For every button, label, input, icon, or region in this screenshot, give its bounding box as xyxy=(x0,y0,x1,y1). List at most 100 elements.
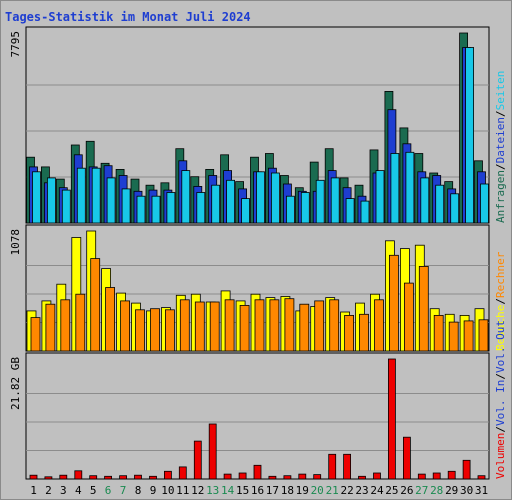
bar xyxy=(328,453,337,480)
bar xyxy=(74,470,83,480)
x-tick-label: 27 xyxy=(415,484,428,497)
x-tick-label: 30 xyxy=(460,484,473,497)
bar xyxy=(417,473,426,480)
bar xyxy=(373,472,381,480)
bar xyxy=(194,301,205,352)
legend-separator: / xyxy=(494,298,507,305)
y-max-label: 7795 xyxy=(9,31,22,58)
bar xyxy=(360,200,370,224)
bar xyxy=(163,470,172,480)
bar xyxy=(239,304,250,352)
bar xyxy=(149,475,157,480)
bar xyxy=(241,198,251,224)
panel-volume: 21.82 GB Volumen/Vol. In/Vol. Out xyxy=(9,320,507,480)
x-tick-label: 4 xyxy=(75,484,82,497)
bar xyxy=(359,313,369,352)
bar xyxy=(345,198,355,224)
bar xyxy=(29,474,38,480)
bar xyxy=(403,282,414,352)
bar xyxy=(135,309,145,352)
bar xyxy=(375,170,385,224)
bar xyxy=(209,301,220,352)
bar xyxy=(136,195,146,224)
bar xyxy=(284,298,295,352)
bar xyxy=(462,459,471,480)
legend-entry: Dateien xyxy=(494,117,507,163)
bar xyxy=(478,319,489,352)
bar xyxy=(330,177,340,224)
series-seiten xyxy=(32,47,489,224)
x-tick-label: 29 xyxy=(445,484,458,497)
bar xyxy=(47,177,56,224)
x-tick-label: 23 xyxy=(355,484,368,497)
x-tick-label: 2 xyxy=(45,484,52,497)
x-tick-label: 17 xyxy=(266,484,279,497)
bar xyxy=(134,474,142,480)
x-tick-label: 31 xyxy=(475,484,488,497)
bar xyxy=(121,188,131,224)
bar xyxy=(254,299,265,352)
bar xyxy=(465,47,475,224)
bar xyxy=(150,308,160,352)
bar xyxy=(105,287,115,352)
bar xyxy=(196,192,206,224)
legend-entry: Volumen xyxy=(494,433,507,479)
x-tick-label: 7 xyxy=(120,484,127,497)
bar xyxy=(178,466,187,480)
bar xyxy=(418,265,429,352)
bar xyxy=(193,440,202,480)
bar xyxy=(358,475,366,480)
bar xyxy=(44,476,53,480)
x-tick-label: 10 xyxy=(161,484,174,497)
chart-title: Tages-Statistik im Monat Juli 2024 xyxy=(5,10,251,24)
bar xyxy=(435,184,445,224)
bar xyxy=(61,189,71,224)
bar xyxy=(433,314,444,352)
series-legend: Volumen/Vol. In/Vol. Out xyxy=(494,320,507,479)
legend-separator: / xyxy=(494,110,507,117)
x-tick-label: 18 xyxy=(281,484,294,497)
bar xyxy=(463,320,474,352)
bar xyxy=(343,453,352,480)
bar xyxy=(166,192,176,224)
legend-separator: / xyxy=(494,426,507,433)
bar xyxy=(226,179,236,224)
bar xyxy=(89,475,98,480)
bar xyxy=(60,299,71,352)
x-tick-label: 3 xyxy=(60,484,67,497)
bar xyxy=(448,321,459,352)
x-tick-label: 15 xyxy=(236,484,249,497)
bar xyxy=(420,177,430,224)
bar xyxy=(432,472,441,480)
series-volumen xyxy=(29,358,486,480)
bar xyxy=(32,171,41,224)
x-tick-label: 13 xyxy=(206,484,219,497)
bar xyxy=(315,179,325,224)
bar xyxy=(388,254,399,352)
bar xyxy=(269,299,280,352)
bar xyxy=(106,177,116,224)
bar xyxy=(480,183,489,224)
bar xyxy=(405,151,415,224)
bar xyxy=(253,464,262,480)
x-tick-label: 26 xyxy=(400,484,413,497)
bar xyxy=(300,192,310,224)
bar xyxy=(59,474,68,480)
bar xyxy=(268,475,277,480)
bar xyxy=(299,303,310,352)
legend-entry: Besuche xyxy=(494,305,507,351)
panel-frame xyxy=(25,352,490,480)
bar xyxy=(298,473,307,480)
bar xyxy=(91,167,101,224)
bar xyxy=(283,475,292,480)
series-rechner xyxy=(30,254,489,352)
bar xyxy=(224,299,235,352)
x-tick-label: 19 xyxy=(296,484,309,497)
x-tick-label: 25 xyxy=(385,484,398,497)
y-max-label: 21.82 GB xyxy=(9,357,22,410)
bar xyxy=(402,436,411,480)
bar xyxy=(104,475,112,480)
bar xyxy=(374,299,384,352)
